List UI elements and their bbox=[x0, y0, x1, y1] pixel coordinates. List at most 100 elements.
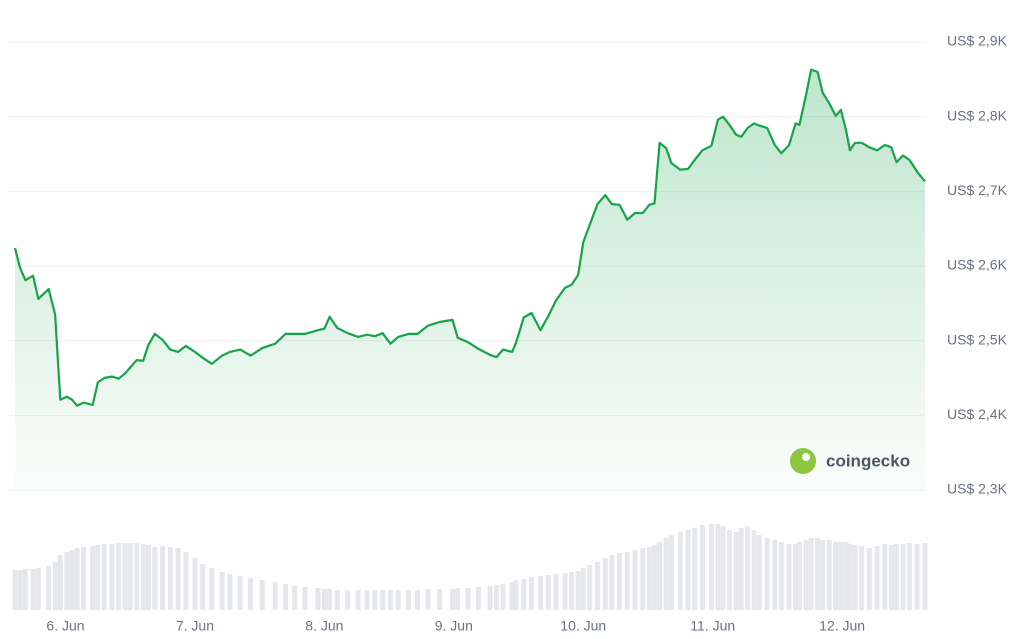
volume-bar bbox=[602, 558, 608, 610]
volume-bar bbox=[192, 558, 198, 610]
volume-bar bbox=[200, 564, 206, 610]
volume-bar bbox=[595, 562, 601, 610]
volume-bar bbox=[12, 570, 18, 610]
volume-bar bbox=[327, 589, 333, 610]
volume-bar bbox=[122, 543, 128, 610]
volume-bar bbox=[395, 590, 401, 610]
volume-bar bbox=[826, 540, 832, 610]
volume-bar bbox=[733, 532, 739, 610]
volume-bar bbox=[685, 530, 691, 610]
watermark-text: coingecko bbox=[826, 451, 910, 470]
volume-bar bbox=[355, 590, 361, 610]
volume-bar bbox=[699, 525, 705, 610]
volume-bar bbox=[101, 544, 107, 610]
volume-bar bbox=[609, 555, 615, 610]
volume-bar bbox=[35, 568, 41, 610]
volume-bar bbox=[708, 524, 714, 610]
volume-bar bbox=[796, 542, 802, 610]
plot: US$ 2,9K US$ 2,8K US$ 2,7K US$ 2,6K US$ 2,5K… bbox=[8, 33, 1008, 634]
volume-bar bbox=[852, 545, 858, 610]
volume-bar bbox=[475, 587, 481, 610]
volume-bar bbox=[692, 528, 698, 610]
volume-bar bbox=[487, 586, 493, 610]
volume-bar bbox=[95, 545, 101, 610]
volume-bar bbox=[882, 544, 888, 610]
volume-bar bbox=[237, 576, 243, 610]
volume-bar bbox=[545, 575, 551, 610]
volume-bar bbox=[167, 547, 173, 610]
volume-bar bbox=[847, 544, 853, 610]
logo-eye bbox=[802, 453, 810, 461]
volume-bar bbox=[81, 547, 87, 610]
volume-bar bbox=[900, 544, 906, 610]
volume-bar bbox=[494, 585, 500, 610]
x-tick-label: 10. Jun bbox=[560, 618, 606, 634]
volume-bar bbox=[160, 546, 166, 610]
volume-bar bbox=[17, 570, 23, 610]
volume-bar bbox=[922, 543, 928, 610]
volume-bar bbox=[668, 535, 674, 610]
volume-bar bbox=[651, 545, 657, 610]
volume-bar bbox=[569, 572, 575, 610]
volume-bar bbox=[90, 546, 96, 610]
volume-bar bbox=[500, 584, 506, 610]
volume-bar bbox=[437, 589, 443, 610]
volume-bar bbox=[513, 580, 519, 610]
volume-bar bbox=[22, 569, 28, 610]
volume-bar bbox=[866, 548, 872, 610]
volume-bar bbox=[587, 565, 593, 610]
volume-bar bbox=[387, 590, 393, 610]
x-tick-label: 6. Jun bbox=[46, 618, 84, 634]
volume-bar bbox=[292, 586, 298, 610]
volume-bar bbox=[334, 590, 340, 610]
volume-bar bbox=[632, 550, 638, 610]
volume-bar bbox=[46, 566, 52, 610]
volume-bar bbox=[820, 540, 826, 610]
volume-bar bbox=[646, 547, 652, 610]
volume-bar bbox=[756, 535, 762, 610]
volume-bar bbox=[415, 590, 421, 610]
volume-bar bbox=[455, 588, 461, 610]
x-tick-label: 8. Jun bbox=[305, 618, 343, 634]
volume-bar bbox=[134, 543, 140, 610]
volume-bar bbox=[657, 542, 663, 610]
volume-bar bbox=[538, 576, 544, 610]
volume-bar bbox=[321, 589, 327, 610]
x-tick-label: 11. Jun bbox=[690, 618, 735, 634]
volume-bar bbox=[509, 582, 515, 610]
volume-bar bbox=[580, 568, 586, 610]
volume-bar bbox=[248, 578, 254, 610]
x-tick-label: 9. Jun bbox=[435, 618, 473, 634]
volume-bar bbox=[64, 552, 70, 610]
volume-bar bbox=[69, 550, 75, 610]
volume-bar bbox=[528, 577, 534, 610]
volume-bar bbox=[272, 582, 278, 610]
volume-bar bbox=[624, 552, 630, 610]
volume-bar bbox=[227, 574, 233, 610]
volume-bar bbox=[209, 568, 215, 610]
volume-bar bbox=[127, 543, 133, 610]
volume-bar bbox=[663, 538, 669, 610]
volume-bar bbox=[808, 538, 814, 610]
y-tick-label: US$ 2,8K bbox=[947, 107, 1008, 123]
volume-bar bbox=[465, 588, 471, 610]
volume-bar bbox=[283, 584, 289, 610]
volume-bar bbox=[183, 552, 189, 610]
y-tick-label: US$ 2,7K bbox=[947, 182, 1008, 198]
volume-bar bbox=[815, 538, 821, 610]
volume-bar bbox=[803, 540, 809, 610]
volume-bar bbox=[778, 542, 784, 610]
logo bbox=[790, 448, 816, 474]
volume-bar bbox=[914, 544, 920, 610]
volume-bar bbox=[109, 544, 115, 610]
volume-bar bbox=[116, 543, 122, 610]
volume-bar bbox=[745, 526, 751, 610]
volume-bar bbox=[738, 528, 744, 610]
volume-bar bbox=[715, 524, 721, 610]
volume-bar bbox=[786, 544, 792, 610]
volume-bar bbox=[315, 588, 321, 610]
volume-bar bbox=[152, 547, 158, 610]
volume-bar bbox=[57, 555, 63, 610]
volume-bar bbox=[140, 544, 146, 610]
